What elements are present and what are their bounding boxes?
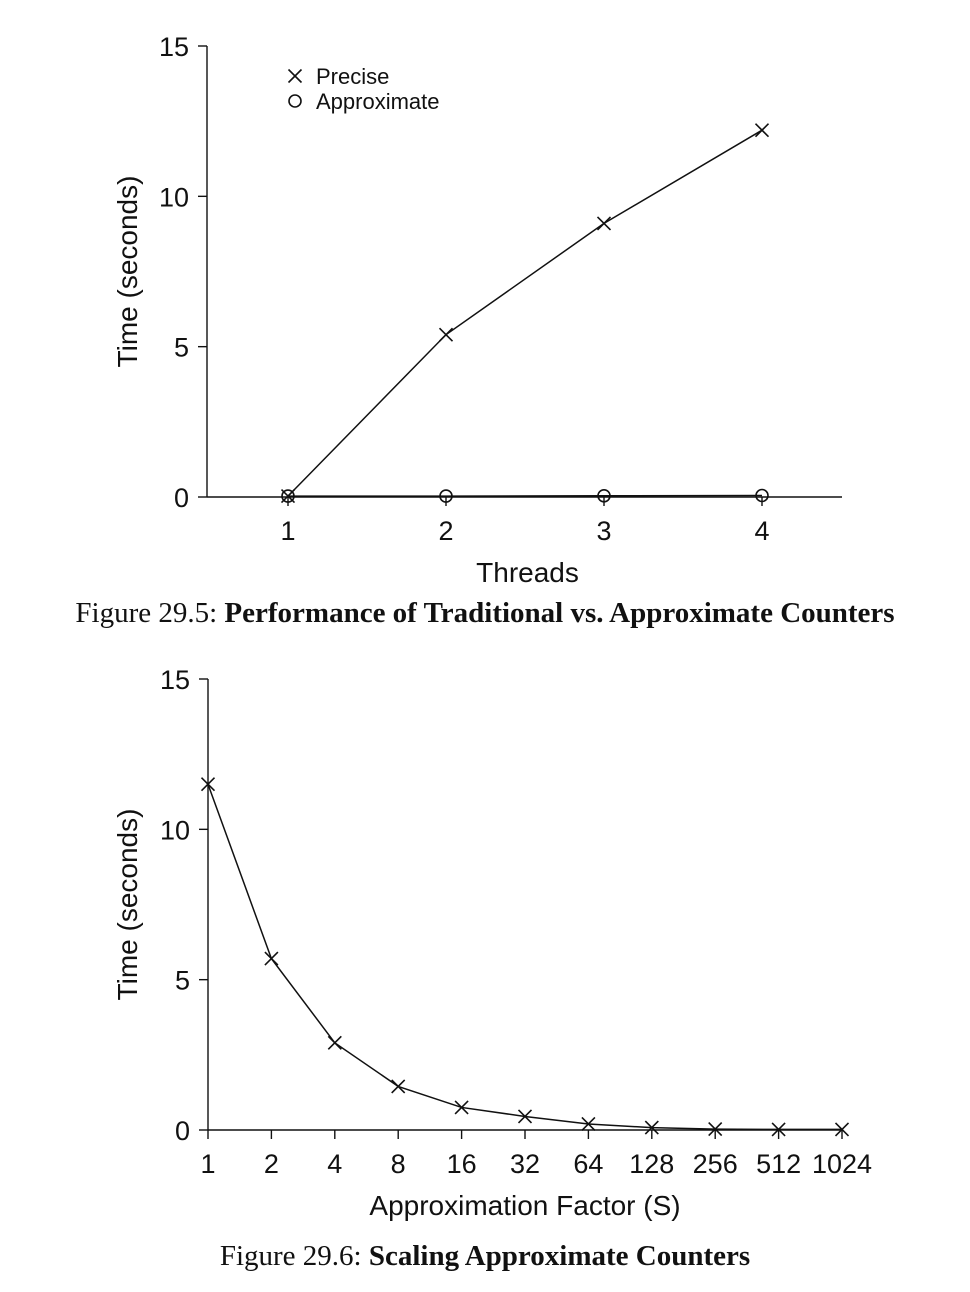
x-tick-label: 32: [510, 1149, 540, 1179]
x-axis-label: Threads: [476, 557, 579, 588]
x-axis-label: Approximation Factor (S): [369, 1190, 680, 1221]
y-axis-label: Time (seconds): [112, 809, 143, 1001]
x-tick-label: 3: [596, 516, 611, 546]
data-point: [327, 1035, 342, 1050]
data-point: [281, 489, 295, 503]
y-tick-label: 10: [159, 182, 189, 212]
figure-caption: Figure 29.5: Performance of Traditional …: [0, 597, 970, 630]
data-point: [438, 327, 454, 342]
x-tick-label: 1: [200, 1149, 215, 1179]
data-point: [644, 1120, 659, 1135]
x-tick-label: 2: [264, 1149, 279, 1179]
data-point: [834, 1122, 850, 1137]
data-point: [454, 1100, 469, 1115]
x-tick-label: 2: [438, 516, 453, 546]
figure-title: Performance of Traditional vs. Approxima…: [224, 597, 895, 629]
figure-29-6: 0 5 10 15 1 2 4 8 16 32 64 128 256 512 1024 Approximati…: [0, 645, 970, 1292]
x-tick-label: 256: [693, 1149, 738, 1179]
legend-label: Approximate: [316, 89, 440, 114]
figure-label: Figure 29.5:: [75, 597, 225, 629]
legend-marker-approximate: [288, 94, 302, 108]
data-point: [391, 1079, 406, 1094]
y-tick-label: 10: [160, 815, 190, 845]
series-line: [207, 783, 842, 1131]
data-point: [754, 123, 770, 138]
data-point: [439, 489, 453, 503]
x-tick-label: 16: [447, 1149, 477, 1179]
data-point: [708, 1122, 723, 1137]
y-tick-label: 15: [160, 665, 190, 695]
y-tick-label: 5: [175, 966, 190, 996]
y-tick-label: 0: [174, 483, 189, 513]
figure-29-5: 0 5 10 15 1 2 3 4 Threads Time (seconds) Precise Ap…: [0, 0, 970, 645]
series-line: [288, 494, 763, 497]
x-tick-label: 4: [754, 516, 769, 546]
y-tick-label: 15: [159, 32, 189, 62]
x-tick-label: 8: [391, 1149, 406, 1179]
data-point: [597, 488, 611, 503]
chart-threads-vs-time: 0 5 10 15 1 2 3 4 Threads Time (seconds) PreciseAp…: [112, 32, 842, 588]
figure-label: Figure 29.6:: [219, 1240, 369, 1272]
chart-approximation-factor-vs-time: 0 5 10 15 1 2 4 8 16 32 64 128 256 512 1024 Approximati…: [112, 665, 872, 1221]
data-point: [771, 1122, 786, 1137]
legend-marker-precise: [287, 68, 303, 84]
y-tick-label: 5: [174, 333, 189, 363]
data-point: [264, 951, 279, 966]
legend-label: Precise: [316, 64, 389, 89]
x-tick-label: 1: [280, 516, 295, 546]
series-line: [287, 129, 763, 497]
data-point: [517, 1109, 533, 1124]
figure-title: Scaling Approximate Counters: [368, 1240, 751, 1272]
y-axis-label: Time (seconds): [112, 176, 143, 368]
y-tick-label: 0: [175, 1116, 190, 1146]
x-tick-label: 512: [756, 1149, 801, 1179]
data-point: [755, 488, 769, 503]
data-point: [596, 216, 612, 231]
data-point: [200, 777, 216, 792]
x-tick-label: 1024: [812, 1149, 872, 1179]
x-tick-label: 4: [327, 1149, 342, 1179]
x-tick-label: 128: [629, 1149, 674, 1179]
data-point: [581, 1116, 596, 1132]
figure-caption: Figure 29.6: Scaling Approximate Counter…: [0, 1240, 970, 1273]
x-tick-label: 64: [573, 1149, 603, 1179]
